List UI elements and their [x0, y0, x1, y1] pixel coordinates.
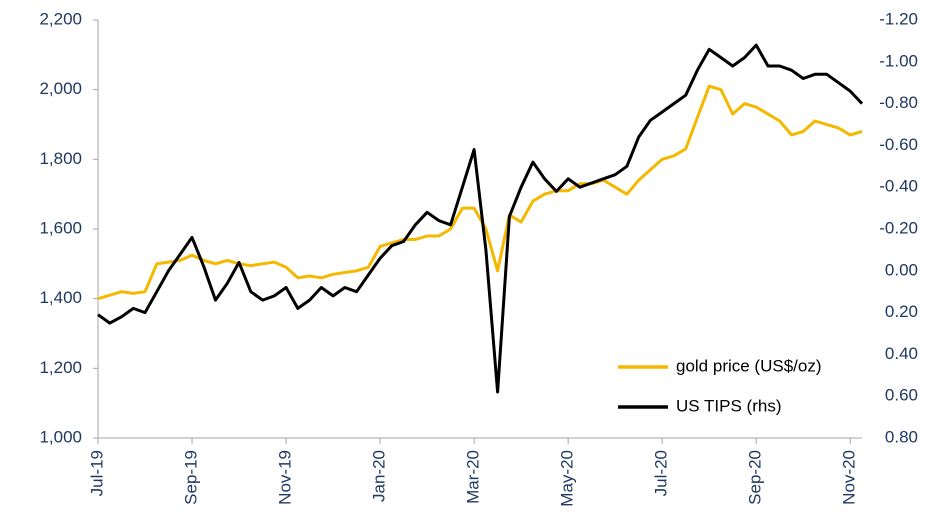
y2-tick-label: 0.80 [885, 427, 918, 446]
x-tick-label: Jul-20 [652, 450, 671, 496]
legend-label: gold price (US$/oz) [676, 356, 822, 375]
x-tick-label: Sep-20 [746, 450, 765, 505]
y2-tick-label: -0.60 [879, 135, 918, 154]
y-tick-label: 1,800 [39, 149, 82, 168]
y2-tick-label: -1.00 [879, 51, 918, 70]
legend-label: US TIPS (rhs) [676, 396, 781, 415]
y2-tick-label: -0.80 [879, 93, 918, 112]
x-tick-label: Jan-20 [370, 450, 389, 502]
y2-tick-label: 0.60 [885, 386, 918, 405]
x-tick-label: Mar-20 [464, 450, 483, 504]
y-tick-label: 2,000 [39, 79, 82, 98]
y-tick-label: 1,200 [39, 358, 82, 377]
y-tick-label: 1,400 [39, 288, 82, 307]
y-tick-label: 1,600 [39, 218, 82, 237]
x-tick-label: Jul-19 [87, 450, 106, 496]
x-tick-label: Sep-19 [182, 450, 201, 505]
y2-tick-label: 0.40 [885, 344, 918, 363]
x-tick-label: Nov-19 [276, 450, 295, 505]
y2-tick-label: -1.20 [879, 9, 918, 28]
y-tick-label: 2,200 [39, 9, 82, 28]
x-tick-label: Nov-20 [840, 450, 859, 505]
y2-tick-label: -0.20 [879, 218, 918, 237]
y2-tick-label: 0.00 [885, 260, 918, 279]
series-line [97, 84, 863, 301]
x-tick-label: May-20 [558, 450, 577, 507]
y2-tick-label: -0.40 [879, 177, 918, 196]
y2-tick-label: 0.20 [885, 302, 918, 321]
y-tick-label: 1,000 [39, 427, 82, 446]
series-line [97, 43, 864, 394]
